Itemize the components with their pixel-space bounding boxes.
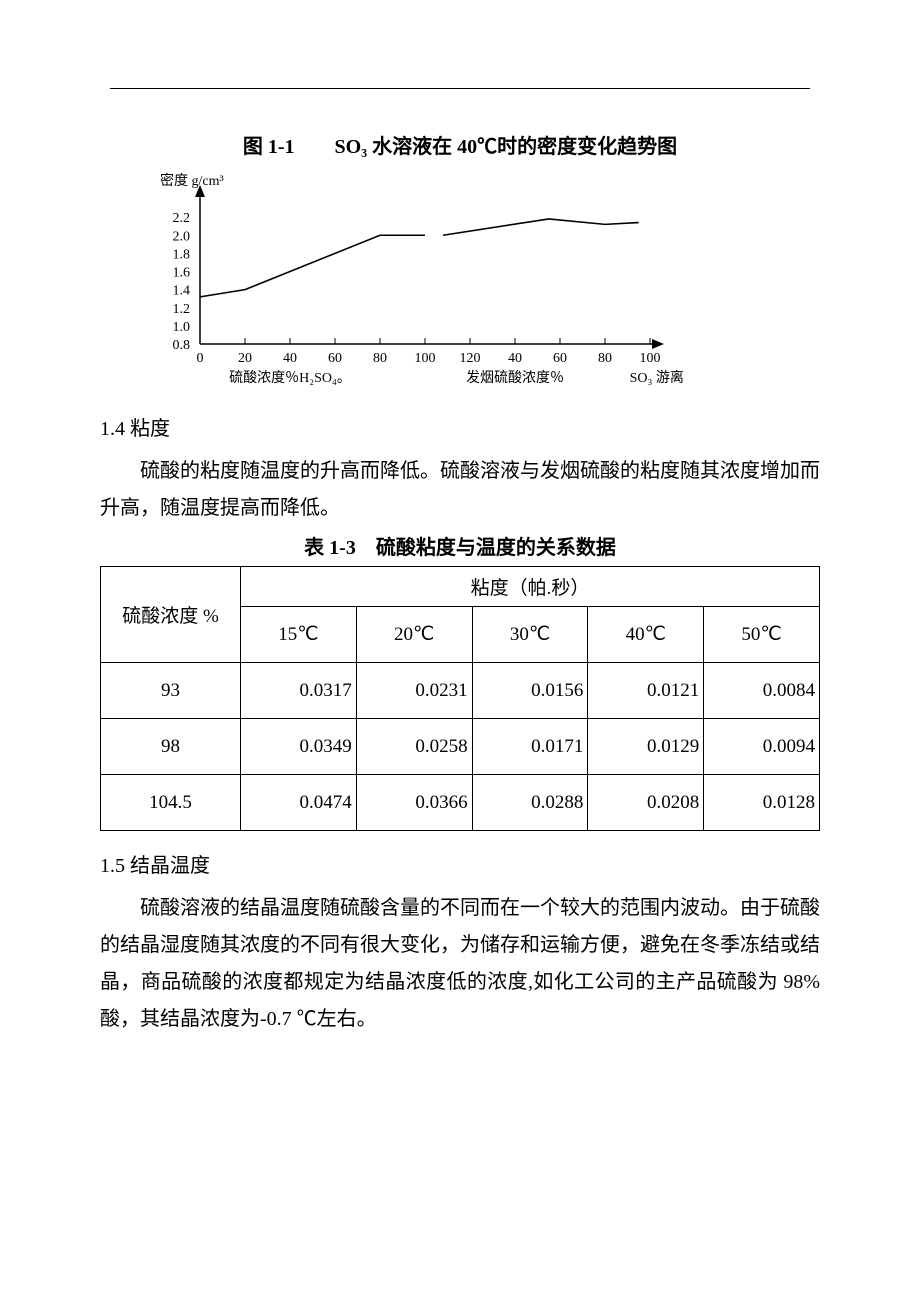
table-cell: 0.0171 <box>472 719 588 775</box>
table-row-label: 93 <box>101 663 241 719</box>
table-col-3: 40℃ <box>588 607 704 663</box>
section-1-4-heading: 1.4 粘度 <box>100 412 820 441</box>
table-col-0: 15℃ <box>241 607 357 663</box>
svg-text:120: 120 <box>460 351 481 366</box>
svg-text:80: 80 <box>598 351 612 366</box>
section-1-5-heading: 1.5 结晶温度 <box>100 849 820 878</box>
table-row: 93 0.0317 0.0231 0.0156 0.0121 0.0084 <box>101 663 820 719</box>
svg-text:0.8: 0.8 <box>173 338 191 353</box>
svg-text:SO₃ 游离: SO₃ 游离 <box>630 369 684 386</box>
page-top-rule <box>110 88 810 89</box>
table-row: 98 0.0349 0.0258 0.0171 0.0129 0.0094 <box>101 719 820 775</box>
table-col-4: 50℃ <box>704 607 820 663</box>
table-col-2: 30℃ <box>472 607 588 663</box>
viscosity-table: 硫酸浓度 % 粘度（帕.秒） 15℃ 20℃ 30℃ 40℃ 50℃ 93 0.… <box>100 566 820 831</box>
table-col-1: 20℃ <box>356 607 472 663</box>
svg-text:100: 100 <box>640 351 661 366</box>
table-cell: 0.0156 <box>472 663 588 719</box>
table-cell: 0.0129 <box>588 719 704 775</box>
table-row-label: 104.5 <box>101 775 241 831</box>
svg-text:100: 100 <box>415 351 436 366</box>
svg-text:硫酸浓度％H₂SO₄。: 硫酸浓度％H₂SO₄。 <box>229 370 351 386</box>
svg-text:80: 80 <box>373 351 387 366</box>
table-cell: 0.0084 <box>704 663 820 719</box>
table-cell: 0.0208 <box>588 775 704 831</box>
svg-text:1.2: 1.2 <box>173 302 191 317</box>
section-1-4-body: 硫酸的粘度随温度的升高而降低。硫酸溶液与发烟硫酸的粘度随其浓度增加而升高，随温度… <box>100 453 820 527</box>
svg-text:2.0: 2.0 <box>173 229 191 244</box>
svg-text:1.6: 1.6 <box>173 266 191 281</box>
table-cell: 0.0366 <box>356 775 472 831</box>
density-chart: 密度 g/cm³ 0.8 1.0 1.2 1.4 1.6 1.8 2.0 2.2 0 20 40 60 8… <box>130 169 820 404</box>
table-row-header: 硫酸浓度 % <box>101 567 241 663</box>
svg-text:发烟硫酸浓度％: 发烟硫酸浓度％ <box>466 370 564 386</box>
table-row: 104.5 0.0474 0.0366 0.0288 0.0208 0.0128 <box>101 775 820 831</box>
svg-text:2.2: 2.2 <box>173 211 191 226</box>
table-row-label: 98 <box>101 719 241 775</box>
svg-text:0: 0 <box>197 351 204 366</box>
svg-text:1.0: 1.0 <box>173 320 191 335</box>
table-cell: 0.0128 <box>704 775 820 831</box>
table-cell: 0.0094 <box>704 719 820 775</box>
svg-text:40: 40 <box>283 351 297 366</box>
table-cell: 0.0288 <box>472 775 588 831</box>
table-1-3-title: 表 1-3 硫酸粘度与温度的关系数据 <box>100 531 820 560</box>
table-cell: 0.0231 <box>356 663 472 719</box>
table-cell: 0.0317 <box>241 663 357 719</box>
figure-title: 图 1-1 SO₃ 水溶液在 40℃时的密度变化趋势图 <box>100 130 820 159</box>
table-cell: 0.0474 <box>241 775 357 831</box>
svg-text:1.4: 1.4 <box>173 284 191 299</box>
svg-text:20: 20 <box>238 351 252 366</box>
table-cell: 0.0121 <box>588 663 704 719</box>
section-1-5-body: 硫酸溶液的结晶温度随硫酸含量的不同而在一个较大的范围内波动。由于硫酸的结晶湿度随… <box>100 890 820 1038</box>
table-group-header: 粘度（帕.秒） <box>241 567 820 607</box>
svg-text:1.8: 1.8 <box>173 247 191 262</box>
table-cell: 0.0258 <box>356 719 472 775</box>
svg-text:40: 40 <box>508 351 522 366</box>
density-chart-svg: 密度 g/cm³ 0.8 1.0 1.2 1.4 1.6 1.8 2.0 2.2 0 20 40 60 8… <box>130 169 690 399</box>
table-cell: 0.0349 <box>241 719 357 775</box>
svg-text:60: 60 <box>553 351 567 366</box>
svg-text:密度 g/cm³: 密度 g/cm³ <box>160 172 224 189</box>
svg-text:60: 60 <box>328 351 342 366</box>
